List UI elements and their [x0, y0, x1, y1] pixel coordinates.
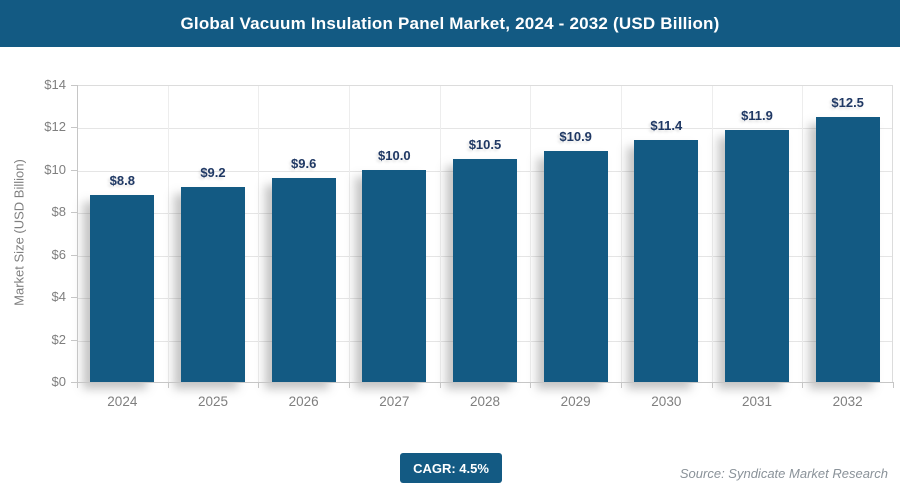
bar-value-label: $8.8 — [109, 173, 135, 189]
x-gridline — [439, 86, 441, 382]
x-tick-mark — [893, 383, 894, 388]
bar-value-label: $11.9 — [741, 107, 773, 123]
x-tick-label: 2024 — [107, 394, 138, 409]
x-tick-mark — [711, 383, 713, 388]
bar-value-label: $9.6 — [291, 156, 317, 172]
y-tick-label: $0 — [51, 374, 66, 389]
y-tick-label: $8 — [51, 204, 66, 220]
bar-value-label: $9.2 — [200, 164, 226, 180]
x-tick-mark — [349, 383, 350, 388]
x-tick-label: 2028 — [469, 394, 500, 409]
bar-value-label: $10.0 — [378, 147, 411, 163]
y-gridline — [77, 128, 892, 130]
x-gridline — [621, 86, 622, 382]
bar-value-label: $10.9 — [559, 128, 592, 144]
x-tick-mark — [802, 383, 804, 388]
bar-2027 — [362, 169, 427, 382]
x-tick-label: 2030 — [651, 394, 682, 409]
y-tick-mark — [71, 127, 77, 129]
x-axis-line — [77, 382, 894, 383]
x-tick-label: 2031 — [741, 394, 772, 409]
y-tick-label: $6 — [51, 246, 66, 262]
bar-2030 — [634, 140, 699, 382]
bar-value-label: $10.5 — [468, 137, 502, 153]
y-tick-mark — [71, 85, 77, 86]
bar-value-label: $11.4 — [650, 118, 683, 134]
y-tick-label: $12 — [44, 119, 66, 135]
x-tick-mark — [77, 383, 78, 388]
bar-2025 — [181, 186, 245, 382]
y-tick-label: $2 — [51, 331, 66, 347]
bar-2031 — [725, 129, 789, 382]
y-tick-mark — [71, 339, 77, 341]
x-tick-label: 2029 — [560, 394, 591, 409]
x-gridline — [530, 86, 532, 382]
x-tick-label: 2027 — [379, 394, 410, 409]
bar-2026 — [271, 178, 336, 382]
y-tick-label: $4 — [51, 289, 66, 305]
y-tick-mark — [71, 169, 77, 171]
bar-2029 — [543, 150, 608, 382]
bar-chart: Market Size (USD Billion) $8.8 $9.2 $9.6 $1… — [0, 47, 900, 447]
x-gridline — [349, 86, 350, 382]
x-gridline — [167, 86, 169, 382]
x-tick-label: 2025 — [197, 394, 228, 409]
x-tick-mark — [167, 383, 169, 388]
bar-2024 — [90, 195, 155, 382]
chart-title: Global Vacuum Insulation Panel Market, 2… — [180, 13, 720, 33]
y-tick-mark — [71, 297, 77, 299]
x-tick-mark — [530, 383, 532, 388]
x-tick-mark — [258, 383, 260, 388]
x-tick-mark — [621, 383, 622, 388]
x-gridline — [711, 86, 713, 382]
title-bar: Global Vacuum Insulation Panel Market, 2… — [0, 0, 900, 47]
y-tick-mark — [71, 382, 77, 383]
y-axis-title: Market Size (USD Billion) — [11, 159, 27, 306]
x-gridline — [802, 86, 804, 382]
bar-2032 — [815, 116, 880, 382]
cagr-badge: CAGR: 4.5% — [400, 453, 502, 483]
y-tick-mark — [71, 212, 77, 214]
x-tick-label: 2026 — [288, 394, 319, 409]
x-tick-label: 2032 — [832, 394, 863, 409]
bar-2028 — [453, 159, 517, 382]
y-tick-label: $10 — [44, 161, 66, 177]
plot-area: $8.8 $9.2 $9.6 $10.0 $10.5 $10.9 $11.4 $11.9 $12… — [77, 85, 893, 382]
bar-value-label: $12.5 — [831, 94, 864, 110]
x-gridline — [258, 86, 260, 382]
y-axis-line — [77, 85, 78, 383]
y-tick-mark — [71, 254, 77, 256]
x-tick-mark — [439, 383, 441, 388]
source-text: Source: Syndicate Market Research — [679, 466, 888, 481]
y-tick-label: $14 — [44, 77, 66, 92]
